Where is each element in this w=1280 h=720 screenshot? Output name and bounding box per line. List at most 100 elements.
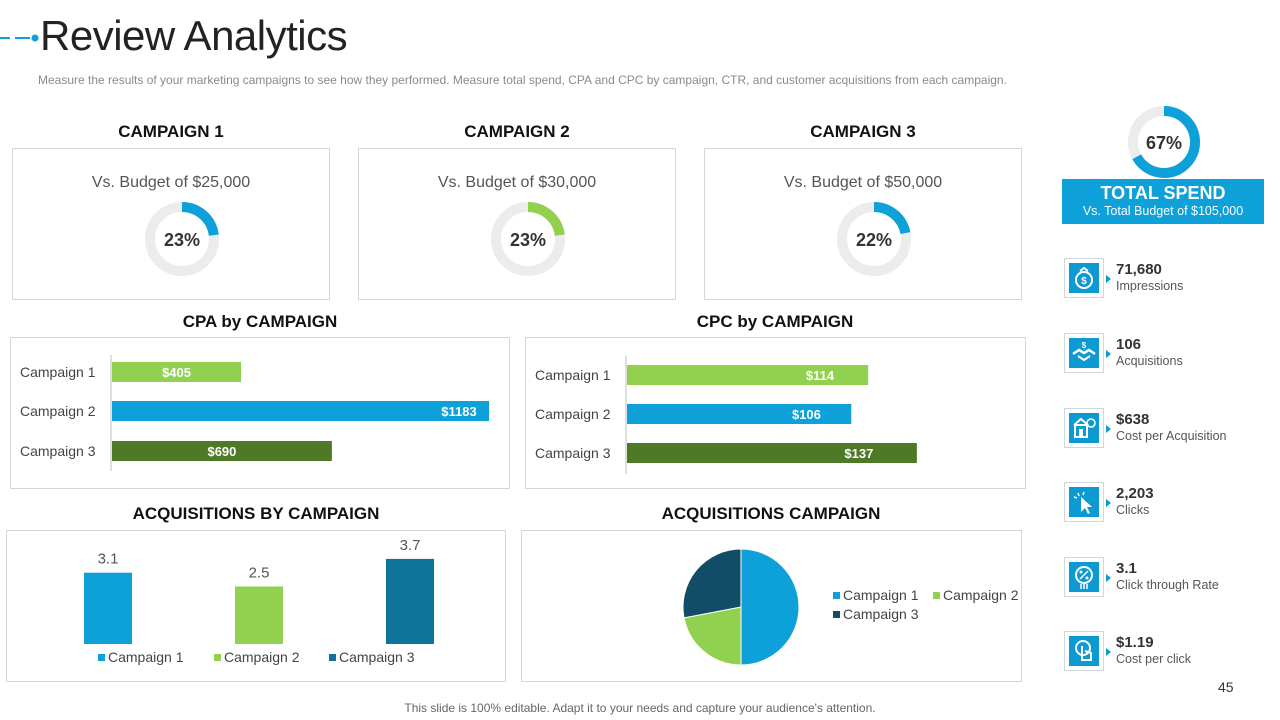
campaign-3-budget-label: Vs. Budget of $50,000 (783, 174, 943, 191)
kpi-label: Impressions (1116, 279, 1184, 293)
acquisitions-bar (84, 572, 132, 644)
page-number: 45 (1218, 679, 1234, 695)
cpa-chart: Campaign 1 $405 Campaign 2 $1183 Campaign 3 $… (20, 355, 489, 471)
kpi-value: 2,203 (1116, 485, 1154, 502)
cpa-data-label: $690 (207, 444, 236, 459)
kpi-item: $638 Cost per Acquisition (1064, 408, 1274, 450)
acquisitions-legend-swatch (214, 654, 221, 661)
cpc-data-label: $106 (792, 407, 821, 422)
money-bag-icon: $ (1064, 258, 1111, 298)
acquisitions-bar-chart: 3.1 2.5 3.7 Campaign 1 Campaign 2 Campaign 3 (84, 537, 434, 665)
kpi-item: $ 106 Acquisitions (1064, 333, 1274, 375)
title-accent-icon (0, 34, 39, 42)
kpi-item: 2,203 Clicks (1064, 482, 1274, 524)
cpc-data-label: $114 (806, 368, 835, 383)
acquisitions-pie-title: ACQUISITIONS CAMPAIGN (661, 504, 881, 523)
cpc-data-label: $137 (844, 446, 873, 461)
campaign-1-donut: 23% (145, 202, 219, 276)
acquisitions-legend-label: Campaign 2 (224, 649, 300, 665)
total-spend-percent: 67% (1146, 133, 1182, 153)
total-spend-donut-arc (1128, 106, 1200, 178)
kpi-value: 3.1 (1116, 560, 1137, 577)
svg-text:$: $ (1082, 341, 1087, 350)
acquisitions-legend-label: Campaign 3 (339, 649, 415, 665)
campaign-1-card: Vs. Budget of $25,000 23% (12, 148, 330, 300)
campaign-1-heading: CAMPAIGN 1 (118, 122, 224, 141)
pie-legend-label: Campaign 2 (943, 587, 1019, 603)
acquisitions-bar (386, 558, 434, 644)
cpc-bar (627, 404, 852, 424)
cpa-data-label: $1183 (441, 404, 476, 419)
kpi-label: Cost per click (1116, 652, 1192, 666)
kpi-label: Cost per Acquisition (1116, 429, 1227, 443)
cpa-chart-panel: Campaign 1 $405 Campaign 2 $1183 Campaign 3 $… (10, 337, 510, 489)
cpa-bar (112, 441, 332, 461)
acquisitions-data-label: 3.1 (98, 551, 119, 568)
kpi-item: $1.19 Cost per click (1064, 631, 1274, 673)
acquisitions-legend-swatch (329, 654, 336, 661)
cpa-category-label: Campaign 2 (20, 403, 96, 419)
campaign-1-donut-arc (145, 202, 219, 276)
total-spend-subtitle: Vs. Total Budget of $105,000 (1082, 204, 1244, 218)
campaign-2-donut-arc (491, 202, 565, 276)
cpa-chart-title: CPA by CAMPAIGN (182, 312, 338, 331)
kpi-value: $1.19 (1116, 634, 1154, 651)
building-money-icon (1064, 408, 1111, 448)
campaign-2-heading: CAMPAIGN 2 (464, 122, 570, 141)
acquisitions-pie-chart: Campaign 1 Campaign 2 Campaign 3 (682, 548, 1019, 666)
kpi-label: Clicks (1116, 503, 1150, 517)
pie-legend-swatch (833, 592, 840, 599)
campaign-2-percent: 23% (510, 230, 546, 250)
acquisitions-legend-label: Campaign 1 (108, 649, 184, 665)
cpc-category-label: Campaign 1 (535, 367, 611, 383)
kpi-value: 106 (1116, 336, 1142, 353)
total-spend-title: TOTAL SPEND (1100, 183, 1226, 203)
campaign-3-heading: CAMPAIGN 3 (810, 122, 916, 141)
pie-slice (740, 548, 800, 666)
acquisitions-bar-title: ACQUISITIONS BY CAMPAIGN (132, 504, 380, 523)
campaign-2-donut: 23% (491, 202, 565, 276)
campaign-2-budget-label: Vs. Budget of $30,000 (437, 174, 597, 191)
kpi-label: Acquisitions (1116, 354, 1183, 368)
acquisitions-bar-panel: 3.1 2.5 3.7 Campaign 1 Campaign 2 Campaign 3 (6, 530, 506, 682)
total-spend-banner: TOTAL SPEND Vs. Total Budget of $105,000 (1062, 179, 1264, 224)
svg-text:$: $ (1081, 276, 1087, 287)
cpa-data-label: $405 (162, 365, 191, 380)
cpc-bar (627, 443, 917, 463)
pie-legend-label: Campaign 1 (843, 587, 919, 603)
acquisitions-data-label: 2.5 (249, 565, 270, 582)
page-title: Review Analytics (40, 12, 348, 59)
pie-slice (682, 548, 742, 619)
campaign-3-percent: 22% (856, 230, 892, 250)
cpa-bar (112, 362, 242, 382)
acquisitions-data-label: 3.7 (400, 537, 421, 554)
campaign-3-card: Vs. Budget of $50,000 22% (704, 148, 1022, 300)
kpi-value: 71,680 (1116, 261, 1162, 278)
campaign-3-donut-arc (837, 202, 911, 276)
acquisitions-bar (235, 586, 283, 644)
pie-legend-swatch (933, 592, 940, 599)
campaign-3-donut: 22% (837, 202, 911, 276)
rate-icon (1064, 557, 1111, 597)
page-subtitle: Measure the results of your marketing ca… (38, 73, 1007, 87)
cpc-chart-title: CPC by CAMPAIGN (696, 312, 854, 331)
cpc-category-label: Campaign 3 (535, 445, 611, 461)
cpa-category-label: Campaign 1 (20, 364, 96, 380)
campaign-1-percent: 23% (164, 230, 200, 250)
kpi-item: $ 71,680 Impressions (1064, 258, 1274, 300)
cpc-category-label: Campaign 2 (535, 406, 611, 422)
cpc-chart: Campaign 1 $114 Campaign 2 $106 Campaign 3 $1… (535, 356, 917, 474)
campaign-2-card: Vs. Budget of $30,000 23% (358, 148, 676, 300)
cpa-category-label: Campaign 3 (20, 443, 96, 459)
pie-slice (683, 606, 742, 666)
cursor-click-icon (1064, 482, 1111, 522)
cpc-bar (627, 365, 869, 385)
kpi-label: Click through Rate (1116, 578, 1219, 592)
handshake-icon: $ (1064, 333, 1111, 373)
acquisitions-pie-panel: Campaign 1 Campaign 2 Campaign 3 (521, 530, 1022, 682)
cpa-bar (112, 401, 489, 421)
total-spend-donut: 67% (1128, 106, 1200, 178)
footer-note: This slide is 100% editable. Adapt it to… (404, 701, 876, 715)
kpi-value: $638 (1116, 411, 1150, 428)
hand-tap-icon (1064, 631, 1111, 671)
